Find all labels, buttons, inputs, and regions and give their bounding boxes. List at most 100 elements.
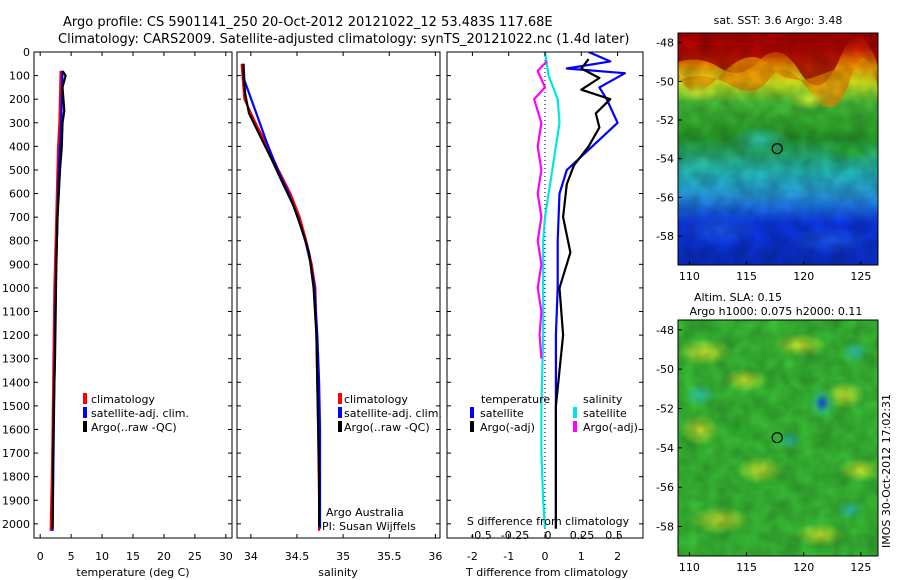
- argo-location-marker: [771, 432, 783, 444]
- depth-tick-label: 1400: [2, 376, 30, 389]
- lat-tick-label: -58: [656, 521, 674, 534]
- legend-label-satellite: satellite-adj. clim.: [344, 407, 442, 420]
- depth-tick-label: 1100: [2, 306, 30, 319]
- lon-tick-label: 120: [793, 270, 814, 283]
- lat-tick-label: -52: [656, 403, 674, 416]
- lat-tick-label: -54: [656, 442, 674, 455]
- difference-series-temperature-argo-adj: [554, 58, 612, 529]
- depth-tick-label: 100: [9, 70, 30, 83]
- legend-swatch-t-satellite: [470, 407, 474, 418]
- legend-swatch-climatology: [338, 393, 342, 404]
- lon-tick-label: 115: [736, 270, 757, 283]
- legend-swatch-argo: [338, 421, 342, 432]
- legend-label-t-argo: Argo(-adj): [480, 421, 535, 434]
- depth-tick-label: 900: [9, 258, 30, 271]
- legend-title-temperature: temperature: [481, 393, 550, 406]
- x-tick-label: 34: [244, 550, 258, 563]
- lat-tick-label: -54: [656, 153, 674, 166]
- difference-series-salinity-satellite: [540, 52, 561, 529]
- salinity-xlabel: salinity: [318, 566, 358, 579]
- lat-tick-label: -48: [656, 324, 674, 337]
- difference-series-temperature-satellite: [554, 52, 627, 529]
- lat-tick-label: -56: [656, 481, 674, 494]
- temperature-axes-frame: [33, 51, 233, 539]
- argo-location-marker: [771, 143, 783, 155]
- x-tick-label: 30: [219, 550, 233, 563]
- legend-swatch-s-argo: [573, 421, 577, 432]
- s-tick-label: 0.25: [570, 529, 595, 542]
- temperature-panel: 0 5 10 15 20 25 300100200300400500600700800900…: [2, 46, 233, 579]
- depth-tick-label: 2000: [2, 518, 30, 531]
- lat-tick-label: -56: [656, 191, 674, 204]
- temperature-series-argo-raw-qc: [51, 70, 67, 529]
- salinity-axes-frame: [236, 51, 441, 539]
- lon-tick-label: 110: [679, 561, 700, 574]
- x-tick-label: 35.5: [377, 550, 402, 563]
- sst-map-frame: [677, 32, 879, 266]
- legend-swatch-satellite: [338, 407, 342, 418]
- x-tick-label: 5: [68, 550, 75, 563]
- x-tick-label: 15: [126, 550, 140, 563]
- legend-label-climatology: climatology: [344, 393, 408, 406]
- salinity-series-climatology: [240, 63, 321, 531]
- s-tick-label: -0.25: [501, 529, 529, 542]
- depth-tick-label: 1500: [2, 400, 30, 413]
- s-difference-label: S difference from climatology: [467, 515, 630, 528]
- legend-swatch-climatology: [83, 393, 87, 404]
- s-tick-label: 0: [545, 529, 552, 542]
- sla-map-title: Altim. SLA: 0.15: [694, 291, 782, 304]
- depth-tick-label: 800: [9, 235, 30, 248]
- salinity-legend: climatology satellite-adj. clim. Argo(..…: [338, 393, 442, 434]
- legend-title-salinity: salinity: [583, 393, 623, 406]
- depth-tick-label: 1200: [2, 329, 30, 342]
- imos-timestamp-label: IMOS 30-Oct-2012 17:02:31: [880, 394, 893, 548]
- depth-tick-label: 1700: [2, 447, 30, 460]
- lon-tick-label: 125: [850, 270, 871, 283]
- x-tick-label: -1: [503, 550, 514, 563]
- sla-heatmap: [678, 320, 878, 556]
- t-difference-xlabel: T difference from climatology: [465, 566, 628, 579]
- legend-swatch-argo: [83, 421, 87, 432]
- depth-tick-label: 300: [9, 117, 30, 130]
- legend-label-climatology: climatology: [91, 393, 155, 406]
- lat-tick-label: -50: [656, 75, 674, 88]
- legend-label-satellite: satellite-adj. clim.: [91, 407, 189, 420]
- s-tick-label: 0.5: [605, 529, 623, 542]
- figure-title-line1: Argo profile: CS 5901141_250 20-Oct-2012…: [63, 15, 553, 30]
- lon-tick-label: 110: [679, 270, 700, 283]
- depth-tick-label: 400: [9, 140, 30, 153]
- sst-map-title: sat. SST: 3.6 Argo: 3.48: [714, 14, 843, 27]
- lon-tick-label: 120: [793, 561, 814, 574]
- lat-tick-label: -48: [656, 37, 674, 50]
- legend-label-s-satellite: satellite: [583, 407, 627, 420]
- difference-legend: temperature satellite Argo(-adj) salinit…: [470, 393, 638, 434]
- sla-map-subtitle: Argo h1000: 0.075 h2000: 0.11: [690, 305, 863, 318]
- x-tick-label: 0: [542, 550, 549, 563]
- temperature-legend: climatology satellite-adj. clim. Argo(..…: [83, 393, 189, 434]
- lon-tick-label: 115: [736, 561, 757, 574]
- x-tick-label: 25: [188, 550, 202, 563]
- x-tick-label: 1: [578, 550, 585, 563]
- difference-series-salinity-argo-adj: [532, 60, 548, 359]
- sst-map-panel: sat. SST: 3.6 Argo: 3.48 110 115 120 125 -48…: [656, 14, 879, 283]
- legend-swatch-satellite: [83, 407, 87, 418]
- x-tick-label: -2: [467, 550, 478, 563]
- legend-label-t-satellite: satellite: [480, 407, 524, 420]
- x-tick-label: 20: [157, 550, 171, 563]
- sla-map-panel: Altim. SLA: 0.15 Argo h1000: 0.075 h2000…: [656, 291, 893, 574]
- argo-australia-label: Argo Australia: [326, 506, 404, 519]
- depth-tick-label: 600: [9, 188, 30, 201]
- figure-title-line2: Climatology: CARS2009. Satellite-adjuste…: [58, 32, 630, 47]
- lat-tick-label: -52: [656, 114, 674, 127]
- pi-label: PI: Susan Wijffels: [322, 520, 416, 533]
- salinity-series-argo-raw-qc: [242, 63, 321, 527]
- difference-panel: -2 -1 0 1 2 T difference from climatology S …: [446, 51, 644, 579]
- depth-tick-label: 1900: [2, 494, 30, 507]
- legend-swatch-t-argo: [470, 421, 474, 432]
- legend-label-s-argo: Argo(-adj): [583, 421, 638, 434]
- legend-label-argo: Argo(..raw -QC): [344, 421, 430, 434]
- x-tick-label: 2: [614, 550, 621, 563]
- legend-swatch-s-satellite: [573, 407, 577, 418]
- x-tick-label: 36: [428, 550, 442, 563]
